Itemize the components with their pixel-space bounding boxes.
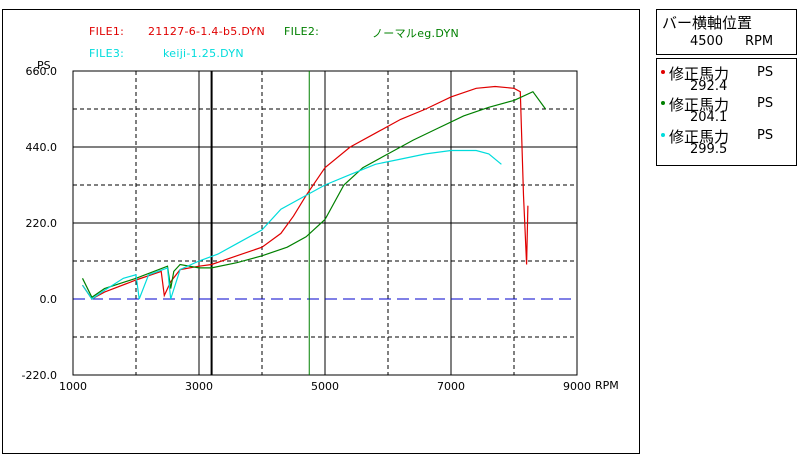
- file1-label: FILE1:: [89, 25, 125, 38]
- bar-position-panel: バー横軸位置 4500 RPM: [656, 9, 797, 55]
- bar-position-value: 4500: [690, 34, 724, 49]
- legend-entry-file1: 修正馬力 PS 292.4: [657, 61, 796, 94]
- series-line-file2: [81, 90, 546, 299]
- legend-unit: PS: [757, 96, 774, 111]
- legend-value: 292.4: [690, 79, 728, 94]
- legend-value: 299.5: [690, 142, 728, 157]
- legend-entry-file2: 修正馬力 PS 204.1: [657, 92, 796, 125]
- legend-dot-icon: [661, 70, 665, 74]
- y-tick-label: 0.0: [40, 293, 58, 306]
- legend-unit: PS: [757, 65, 774, 80]
- plot-frame: [72, 70, 578, 376]
- file3-name: keiji-1.25.DYN: [163, 47, 244, 60]
- x-tick-label: 1000: [59, 380, 87, 393]
- legend-panel: 修正馬力 PS 292.4 修正馬力 PS 204.1 修正馬力 PS 299.…: [656, 58, 797, 166]
- series-line-file1: [82, 85, 529, 300]
- file2-label: FILE2:: [284, 25, 320, 38]
- legend-dot-icon: [661, 133, 665, 137]
- y-axis-label: PS: [37, 59, 51, 72]
- x-tick-label: 9000: [563, 380, 591, 393]
- legend-series-name: 修正馬力: [669, 96, 730, 114]
- file3-label: FILE3:: [89, 47, 125, 60]
- y-tick-label: -220.0: [22, 369, 57, 382]
- legend-value: 204.1: [690, 110, 728, 125]
- file1-name: 21127-6-1.4-b5.DYN: [148, 25, 266, 38]
- x-tick-label: 5000: [311, 380, 339, 393]
- x-tick-label: 3000: [185, 380, 213, 393]
- bar-position-unit: RPM: [745, 34, 774, 49]
- legend-series-name: 修正馬力: [669, 65, 730, 83]
- chart-panel: FILE1: 21127-6-1.4-b5.DYN FILE2: ノーマルeg.…: [2, 9, 640, 454]
- y-tick-label: 440.0: [26, 141, 58, 154]
- legend-dot-icon: [661, 101, 665, 105]
- legend-series-name: 修正馬力: [669, 128, 730, 146]
- file2-name: ノーマルeg.DYN: [372, 27, 460, 40]
- x-axis-label: RPM: [595, 379, 619, 392]
- legend-unit: PS: [757, 128, 774, 143]
- y-tick-label: 220.0: [26, 217, 58, 230]
- x-tick-label: 7000: [437, 380, 465, 393]
- power-chart: PS RPM 1000 3000 5000 7000 9000 660.0 440.0 220…: [22, 59, 619, 393]
- series-line-file3: [82, 149, 502, 300]
- bar-position-title: バー横軸位置: [662, 14, 753, 32]
- y-tick-label: 660.0: [26, 65, 58, 78]
- legend-entry-file3: 修正馬力 PS 299.5: [657, 124, 796, 157]
